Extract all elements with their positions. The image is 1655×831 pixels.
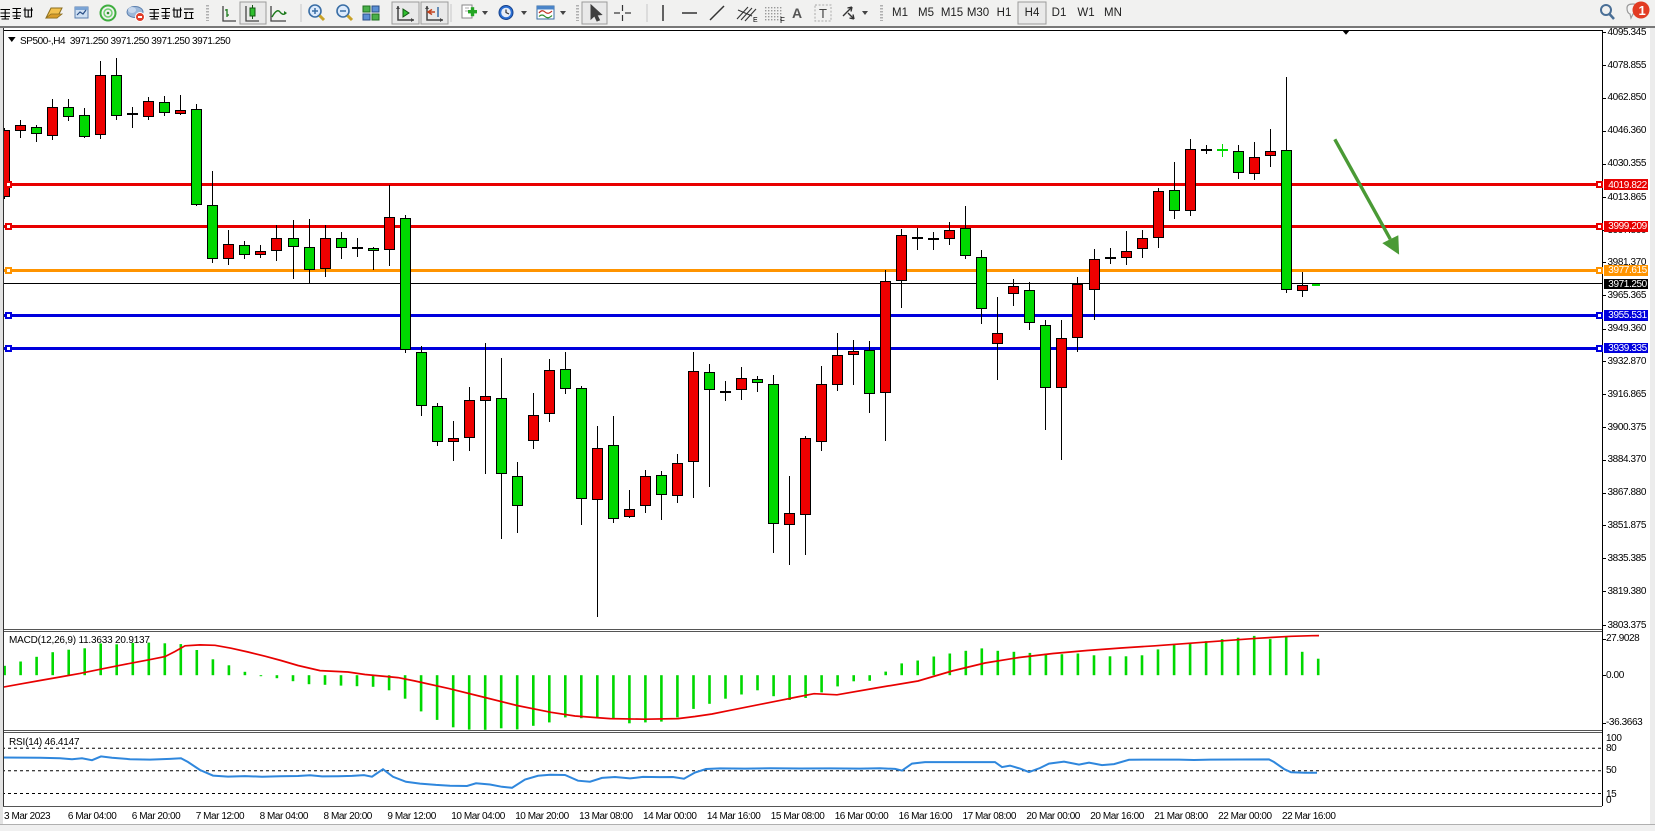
svg-text:1: 1 (1639, 3, 1646, 18)
svg-text:A: A (792, 5, 802, 21)
svg-text:T: T (819, 6, 827, 21)
svg-text:E: E (753, 17, 758, 24)
svg-text:F: F (780, 16, 785, 25)
